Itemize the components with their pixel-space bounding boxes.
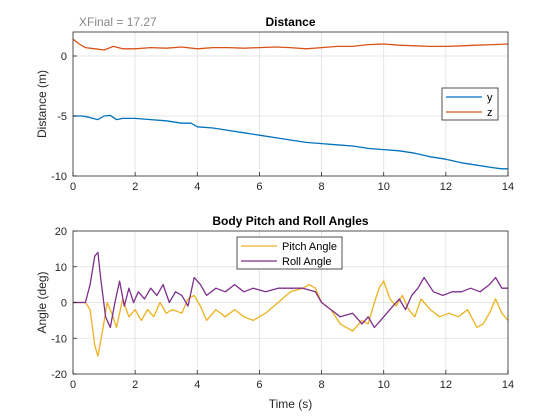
x-tick-label: 8 — [319, 181, 325, 193]
y-tick-label: -5 — [57, 111, 67, 123]
x-tick-label: 10 — [378, 379, 390, 391]
x-tick-label: 6 — [256, 181, 262, 193]
legend-label-roll-angle: Roll Angle — [282, 256, 332, 268]
x-tick-label: 14 — [502, 379, 514, 391]
tick-labels: 0 2 4 6 8 10 12 14 -20 -10 0 10 20 — [51, 226, 514, 391]
chart-title: Body Pitch and Roll Angles — [212, 214, 369, 228]
axes-box — [72, 31, 509, 177]
x-tick-label: 4 — [194, 379, 200, 391]
series-line-roll-angle — [73, 251, 508, 329]
legend-box — [236, 236, 343, 270]
x-tick-label: 6 — [256, 379, 262, 391]
x-tick-label: 10 — [378, 181, 390, 193]
x-tick-label: 12 — [440, 181, 452, 193]
x-tick-label: 0 — [70, 181, 76, 193]
x-tick-label: 4 — [194, 181, 200, 193]
legend-label-z: z — [487, 107, 493, 119]
x-tick-label: 8 — [319, 379, 325, 391]
y-tick-label: 0 — [61, 51, 67, 63]
x-tick-label: 2 — [132, 181, 138, 193]
legend[interactable]: yz — [441, 87, 499, 121]
plot-area — [73, 251, 509, 357]
xfinal-annotation: XFinal = 17.27 — [79, 15, 157, 29]
y-tick-label: -10 — [51, 171, 67, 183]
legend-box — [441, 87, 499, 121]
y-tick-label: -10 — [51, 333, 67, 345]
legend[interactable]: Pitch Angle Roll Angle — [236, 236, 343, 270]
x-tick-label: 0 — [70, 379, 76, 391]
y-tick-label: -20 — [51, 369, 67, 381]
axes-distance: 0 2 4 6 8 10 12 14-10-50 Distance Distance (m) … — [35, 15, 514, 193]
axes-angles: 0 2 4 6 8 10 12 14 -20 -10 0 10 20 Body Pitch and Ro… — [35, 214, 514, 411]
y-tick-label: 10 — [55, 262, 67, 274]
legend-label-pitch-angle: Pitch Angle — [282, 241, 337, 253]
x-tick-label: 2 — [132, 379, 138, 391]
x-tick-label: 12 — [440, 379, 452, 391]
x-axis-label: Time (s) — [269, 397, 313, 411]
legend-label-y: y — [487, 92, 493, 104]
plot-area — [72, 38, 509, 170]
y-tick-label: 0 — [61, 298, 67, 310]
chart-title: Distance — [265, 15, 315, 29]
series-line-z — [72, 38, 509, 51]
y-axis-label: Angle (deg) — [35, 271, 49, 333]
y-tick-label: 20 — [55, 226, 67, 238]
series-line-y — [73, 114, 508, 170]
x-tick-label: 14 — [502, 181, 514, 193]
y-axis-label: Distance (m) — [35, 70, 49, 138]
series-line-pitch-angle — [73, 280, 509, 357]
tick-labels: 0 2 4 6 8 10 12 14 -10 -5 0 — [51, 51, 514, 193]
